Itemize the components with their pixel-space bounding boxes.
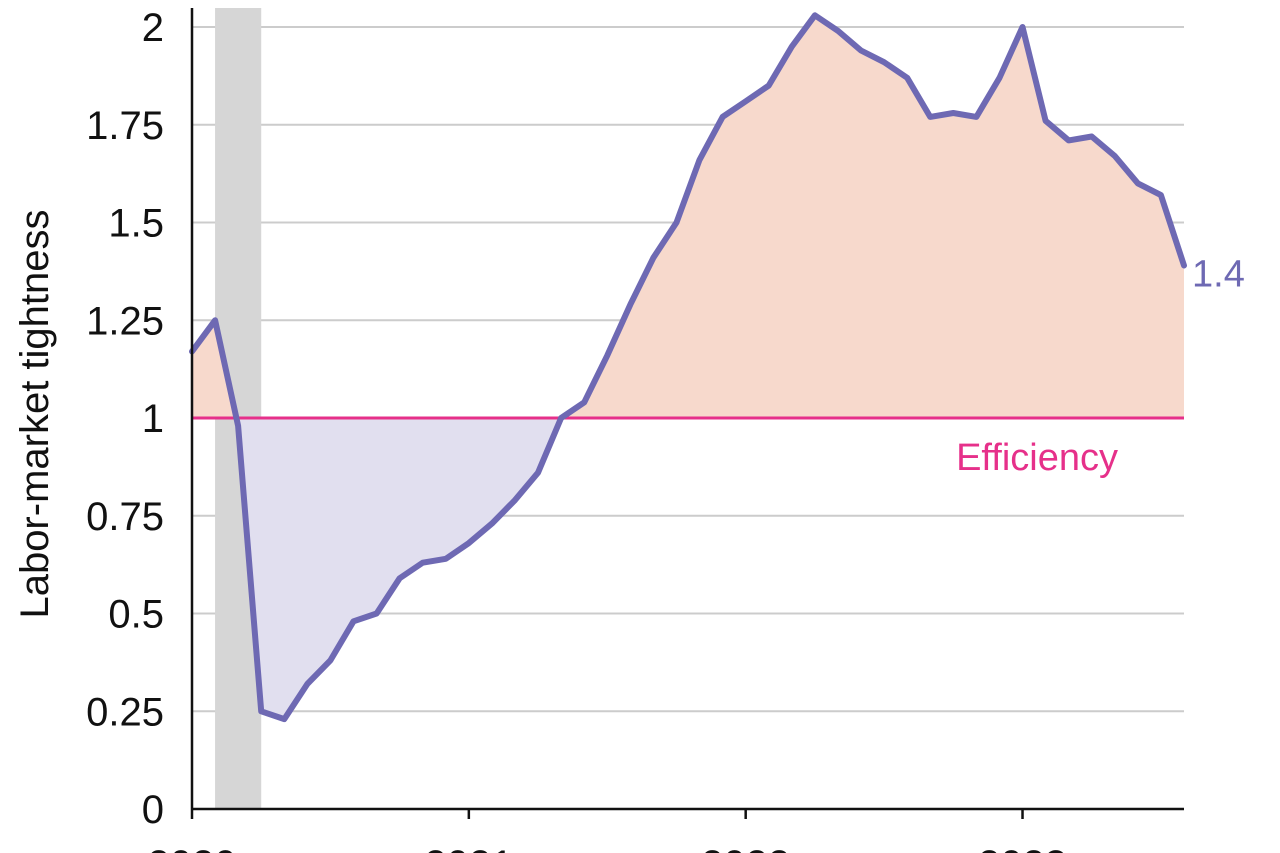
data-point-23 xyxy=(720,114,726,120)
data-point-8 xyxy=(374,611,380,617)
data-point-36 xyxy=(1020,24,1026,30)
data-point-24 xyxy=(743,98,749,104)
data-point-2 xyxy=(235,423,241,429)
data-point-19 xyxy=(627,302,633,308)
data-point-32 xyxy=(927,114,933,120)
data-point-30 xyxy=(881,59,887,65)
data-point-40 xyxy=(1112,153,1118,159)
y-tick-label: 0.25 xyxy=(86,690,164,734)
data-point-28 xyxy=(835,28,841,34)
data-point-42 xyxy=(1158,192,1164,198)
y-tick-label: 1.5 xyxy=(108,202,164,246)
x-tick-label: 2021 xyxy=(424,843,513,853)
data-point-34 xyxy=(973,114,979,120)
data-point-38 xyxy=(1066,137,1072,143)
data-point-6 xyxy=(327,657,333,663)
data-point-22 xyxy=(697,157,703,163)
data-point-25 xyxy=(766,83,772,89)
data-point-5 xyxy=(304,681,310,687)
y-tick-label: 1.25 xyxy=(86,299,164,343)
x-tick-label: 2020 xyxy=(148,843,237,853)
data-point-39 xyxy=(1089,133,1095,139)
y-tick-label: 0 xyxy=(142,788,164,832)
area-below-efficiency xyxy=(192,418,1184,720)
y-tick-label: 2 xyxy=(142,6,164,50)
data-point-13 xyxy=(489,521,495,527)
data-point-11 xyxy=(443,556,449,562)
data-point-7 xyxy=(350,618,356,624)
data-point-10 xyxy=(420,560,426,566)
y-axis-title: Labor-market tightness xyxy=(13,209,57,618)
x-tick-label: 2023 xyxy=(978,843,1067,853)
data-point-37 xyxy=(1043,118,1049,124)
data-point-9 xyxy=(397,575,403,581)
data-point-4 xyxy=(281,716,287,722)
efficiency-label: Efficiency xyxy=(956,437,1118,479)
y-tick-label: 1.75 xyxy=(86,104,164,148)
data-point-33 xyxy=(950,110,956,116)
axes xyxy=(190,8,1184,811)
data-point-29 xyxy=(858,47,864,53)
y-tick-label: 0.75 xyxy=(86,495,164,539)
x-tick-labels: 2020 2021 2022 2023 xyxy=(148,809,1067,853)
data-point-18 xyxy=(604,352,610,358)
series-line-tightness xyxy=(189,12,1187,723)
data-point-35 xyxy=(996,75,1002,81)
data-point-20 xyxy=(650,255,656,261)
y-tick-labels: 0 0.25 0.5 0.75 1 1.25 1.5 1.75 2 xyxy=(86,6,164,832)
data-point-41 xyxy=(1135,180,1141,186)
data-point-27 xyxy=(812,12,818,18)
data-point-14 xyxy=(512,497,518,503)
data-point-3 xyxy=(258,708,264,714)
data-point-26 xyxy=(789,44,795,50)
data-point-43 xyxy=(1181,263,1187,269)
data-point-31 xyxy=(904,75,910,81)
y-tick-label: 1 xyxy=(142,397,164,441)
data-point-15 xyxy=(535,470,541,476)
end-value-label: 1.4 xyxy=(1192,254,1245,296)
y-tick-label: 0.5 xyxy=(108,593,164,637)
data-point-21 xyxy=(673,220,679,226)
data-point-1 xyxy=(212,317,218,323)
x-tick-label: 2022 xyxy=(701,843,790,853)
data-point-17 xyxy=(581,399,587,405)
data-point-12 xyxy=(466,540,472,546)
data-point-16 xyxy=(558,415,564,421)
